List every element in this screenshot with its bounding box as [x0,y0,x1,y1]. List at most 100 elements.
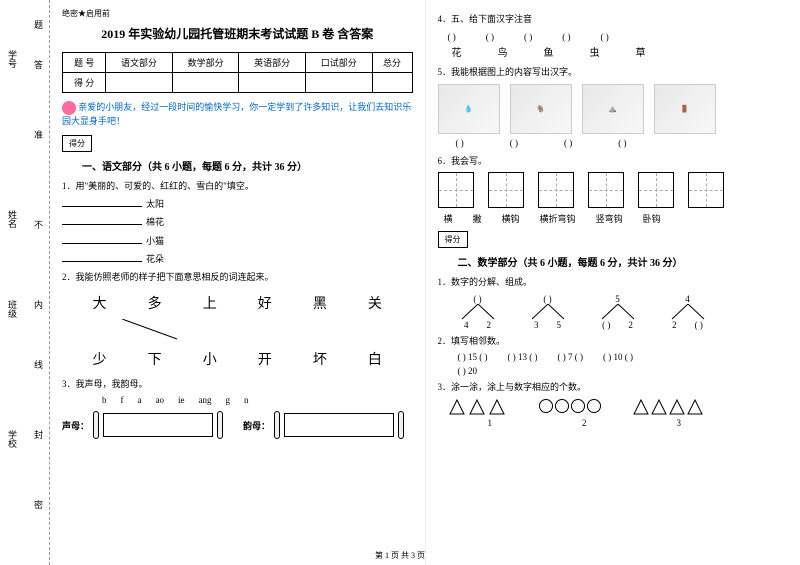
m2: 2．填写相邻数。 [438,334,789,348]
paren: ( ) [510,138,518,148]
grid-box [638,172,674,208]
scroll-cap [217,411,223,439]
right-column: 4．五、给下面汉字注音 ( )( )( )( )( ) 花鸟鱼虫草 5．我能根据… [426,0,800,565]
paren: ( ) [618,138,626,148]
decomp: ( ) 42 [458,294,498,330]
q1-label: 棉花 [146,217,164,227]
label: 横钩 [502,212,520,225]
label: 横 [444,212,453,225]
char: 草 [636,44,646,59]
circle-icon [555,399,569,413]
q5: 5．我能根据图上的内容写出汉字。 [438,65,789,79]
num: 3 [677,418,682,428]
char: 花 [452,44,462,59]
scroll-ym: 韵母： [243,411,404,439]
q6: 6．我会写。 [438,154,789,168]
char: 坏 [313,349,327,369]
q2: 2．我能仿照老师的样子把下面意思相反的词连起来。 [62,270,413,284]
item: ( ) 15 ( ) [458,352,488,362]
q1: 1．用"美丽的、可爱的、红红的、雪白的"填空。 [62,179,413,193]
exam-title: 2019 年实验幼儿园托管班期末考试试题 B 卷 含答案 [62,25,413,42]
br: 2 [628,320,633,330]
m3-nums: 123 [488,418,789,428]
letter: f [121,395,124,405]
q4: 4．五、给下面汉字注音 [438,12,789,26]
bl: ( ) [602,320,610,330]
q6-labels: 横撇横钩横折弯钩竖弯钩卧钩 [444,212,789,225]
ym-label: 韵母： [243,419,270,432]
circles [538,399,602,415]
paren: ( ) [448,32,456,42]
bl: 3 [534,320,539,330]
q1-label: 花朵 [146,254,164,264]
page-footer: 第 1 页 共 3 页 [0,550,800,561]
q4-parens: ( )( )( )( )( ) [448,32,789,42]
th: 口试部分 [305,53,372,73]
top: 4 [668,294,708,304]
q1-label: 太阳 [146,199,164,209]
decomp: 5 ( ) 2 [598,294,638,330]
bind-m5: 内 [32,300,45,309]
intro: 亲爱的小朋友，经过一段时间的愉快学习，你一定学到了许多知识，让我们去知识乐园大显… [62,102,411,126]
q2-top: 大多上好黑关 [72,293,403,313]
scroll-cap [93,411,99,439]
paren: ( ) [564,138,572,148]
letter: ao [156,395,165,405]
q3-letters: bfaaoieanggn [102,395,413,405]
grid-box [438,172,474,208]
q3: 3．我声母，我韵母。 [62,377,413,391]
section-1-title: 一、语文部分（共 6 小题，每题 6 分，共计 36 分） [82,158,413,173]
char: 黑 [313,293,327,313]
letter: g [226,395,231,405]
bind-l1: 学号 [6,50,19,68]
char: 好 [258,293,272,313]
bind-m2: 答 [32,60,45,69]
header-mark: 绝密★启用前 [62,8,413,19]
td [305,73,372,93]
bind-l4: 学校 [6,430,19,448]
th: 总分 [372,53,412,73]
td [372,73,412,93]
scroll-body [103,413,213,437]
q1-label: 小猫 [146,236,164,246]
image-mountain: ⛰️ [582,84,644,134]
q2-bot: 少下小开坏白 [72,349,403,369]
bind-l3: 班级 [6,300,19,318]
score-box: 得分 [62,135,92,152]
char: 鱼 [544,44,554,59]
left-column: 绝密★启用前 2019 年实验幼儿园托管班期末考试试题 B 卷 含答案 题 号 … [50,0,426,565]
bind-m3: 准 [32,130,45,139]
bind-m7: 封 [32,430,45,439]
letter: ie [178,395,185,405]
char: 少 [93,349,107,369]
th: 语文部分 [106,53,173,73]
grid-box [488,172,524,208]
score-box: 得分 [438,231,468,248]
q1-item: 棉花 [62,215,413,229]
q1-item: 太阳 [62,197,413,211]
scroll-sm: 声母： [62,411,223,439]
td [239,73,306,93]
item: ( ) 20 [458,366,478,376]
label: 横折弯钩 [540,212,576,225]
br: 2 [487,320,492,330]
th: 英语部分 [239,53,306,73]
char: 多 [148,293,162,313]
td: 得 分 [63,73,106,93]
num: 2 [582,418,587,428]
char: 下 [148,349,162,369]
scroll-cap [398,411,404,439]
scroll-cap [274,411,280,439]
br: 5 [557,320,562,330]
connect-line [62,321,413,341]
q1-item: 小猫 [62,234,413,248]
top: 5 [598,294,638,304]
sm-label: 声母： [62,419,89,432]
q6-grids [438,172,789,208]
item: ( ) 7 ( ) [558,352,584,362]
q5-parens: ( )( )( )( ) [456,138,789,148]
m1: 1．数字的分解、组成。 [438,275,789,289]
td [106,73,173,93]
q5-images: 💧 🐐 ⛰️ 🚪 [438,84,789,134]
circle-icon [571,399,585,413]
